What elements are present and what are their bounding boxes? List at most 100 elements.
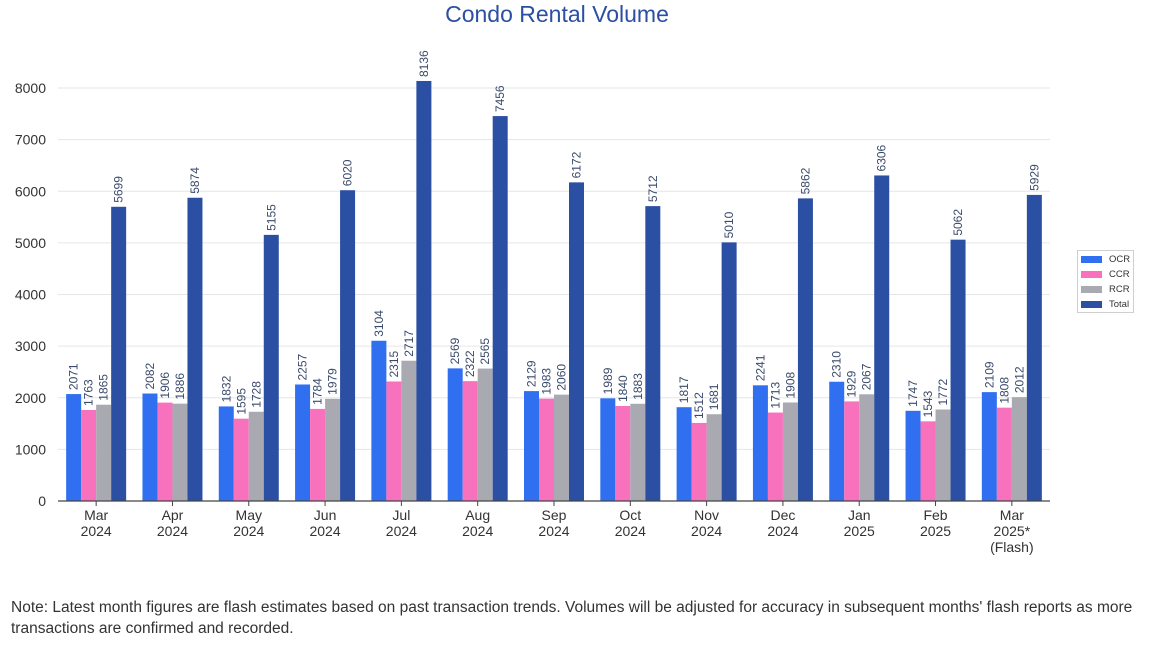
bar-rcr bbox=[706, 414, 722, 501]
bar-rcr bbox=[325, 398, 341, 501]
bar-ocr bbox=[142, 393, 158, 501]
bar-ccr bbox=[310, 408, 326, 501]
data-label: 1713 bbox=[768, 382, 782, 409]
data-label: 2060 bbox=[555, 364, 569, 391]
y-tick-label: 1000 bbox=[15, 441, 46, 457]
bar-total bbox=[721, 242, 737, 501]
x-axis: Mar 2024 Apr 2024 May 2024 Jun 2024 Jul 2024 Aug 20… bbox=[58, 500, 1050, 555]
bar-ccr bbox=[996, 407, 1012, 501]
data-label: 2717 bbox=[402, 330, 416, 357]
bar-ocr bbox=[371, 340, 387, 501]
bar-ccr bbox=[920, 421, 936, 501]
bar-ccr bbox=[462, 381, 478, 501]
x-tick-label: Jul 2024 bbox=[386, 507, 417, 539]
y-tick-label: 6000 bbox=[15, 183, 46, 199]
data-label: 2067 bbox=[860, 363, 874, 390]
data-label: 1772 bbox=[936, 378, 950, 405]
y-tick-label: 2000 bbox=[15, 390, 46, 406]
bar-total bbox=[416, 80, 432, 501]
y-tick-label: 4000 bbox=[15, 287, 46, 303]
legend: OCR CCR RCR Total bbox=[1077, 250, 1134, 313]
data-label: 1543 bbox=[921, 390, 935, 417]
data-label: 2310 bbox=[830, 351, 844, 378]
data-label: 3104 bbox=[372, 310, 386, 337]
bar-rcr bbox=[1011, 397, 1027, 501]
bar-ocr bbox=[600, 398, 616, 501]
bar-total bbox=[645, 206, 661, 502]
bar-total bbox=[797, 198, 813, 501]
data-label: 2012 bbox=[1012, 366, 1026, 393]
data-label: 1512 bbox=[692, 392, 706, 419]
data-label: 1865 bbox=[97, 374, 111, 401]
bar-ocr bbox=[66, 394, 82, 501]
data-label: 1840 bbox=[616, 375, 630, 402]
bar-ccr bbox=[844, 401, 860, 501]
x-tick-label: Oct 2024 bbox=[615, 507, 646, 539]
x-tick-label: Jan 2025 bbox=[844, 507, 875, 539]
data-label: 5010 bbox=[722, 211, 736, 238]
data-label: 1595 bbox=[234, 388, 248, 415]
bar-rcr bbox=[477, 368, 493, 501]
bar-ccr bbox=[539, 398, 554, 501]
data-label: 1906 bbox=[158, 372, 172, 399]
bar-rcr bbox=[96, 404, 112, 501]
legend-item-rcr: RCR bbox=[1081, 283, 1130, 295]
data-label: 2082 bbox=[143, 362, 157, 389]
data-label: 1763 bbox=[82, 379, 96, 406]
x-tick-label: Aug 2024 bbox=[462, 507, 493, 539]
data-label: 2322 bbox=[463, 350, 477, 377]
data-label: 6020 bbox=[341, 159, 355, 186]
data-label: 2569 bbox=[448, 337, 462, 364]
y-tick-label: 5000 bbox=[15, 235, 46, 251]
bar-ccr bbox=[767, 412, 783, 501]
data-label: 1929 bbox=[845, 370, 859, 397]
legend-swatch bbox=[1081, 270, 1102, 278]
bar-total bbox=[1026, 194, 1042, 501]
bar-total bbox=[187, 197, 203, 501]
data-label: 2129 bbox=[525, 360, 539, 387]
legend-swatch bbox=[1081, 285, 1102, 293]
bar-ccr bbox=[157, 402, 173, 501]
bar-ocr bbox=[829, 381, 845, 501]
footnote: Note: Latest month figures are flash est… bbox=[11, 599, 1133, 637]
legend-swatch bbox=[1081, 300, 1102, 308]
chart-title: Condo Rental Volume bbox=[445, 1, 669, 27]
bar-ocr bbox=[218, 406, 234, 501]
data-label: 1886 bbox=[173, 373, 187, 400]
data-label: 1883 bbox=[631, 373, 645, 400]
y-tick-label: 3000 bbox=[15, 338, 46, 354]
data-label: 2071 bbox=[67, 363, 81, 390]
legend-item-ocr: OCR bbox=[1081, 253, 1130, 265]
bar-total bbox=[111, 206, 127, 501]
data-label: 1908 bbox=[783, 371, 797, 398]
x-tick-label: Feb 2025 bbox=[920, 507, 951, 539]
bar-ocr bbox=[752, 385, 768, 501]
bar-rcr bbox=[630, 403, 646, 501]
data-label: 5929 bbox=[1027, 164, 1041, 191]
data-label: 6306 bbox=[875, 144, 889, 171]
y-tick-label: 8000 bbox=[15, 80, 46, 96]
data-label: 2565 bbox=[478, 338, 492, 365]
y-tick-label: 7000 bbox=[15, 132, 46, 148]
bar-rcr bbox=[782, 402, 798, 501]
x-tick-label: Mar 2025* (Flash) bbox=[990, 507, 1034, 555]
data-label: 5699 bbox=[112, 176, 126, 203]
legend-swatch bbox=[1081, 255, 1102, 263]
data-label: 2257 bbox=[296, 353, 310, 380]
bar-ccr bbox=[615, 406, 631, 501]
bar-ccr bbox=[81, 409, 97, 501]
bar-rcr bbox=[554, 394, 569, 501]
data-label: 1728 bbox=[249, 381, 263, 408]
data-label: 1808 bbox=[997, 377, 1011, 404]
bar-total bbox=[492, 116, 508, 502]
legend-label: RCR bbox=[1109, 283, 1130, 295]
bar-rcr bbox=[859, 394, 875, 501]
data-label: 2315 bbox=[387, 350, 401, 377]
legend-item-total: Total bbox=[1081, 298, 1129, 310]
data-label: 5862 bbox=[798, 167, 812, 194]
bar-ocr bbox=[981, 392, 997, 501]
bar-rcr bbox=[248, 411, 264, 501]
bar-ccr bbox=[691, 422, 707, 501]
data-label: 1989 bbox=[601, 367, 615, 394]
